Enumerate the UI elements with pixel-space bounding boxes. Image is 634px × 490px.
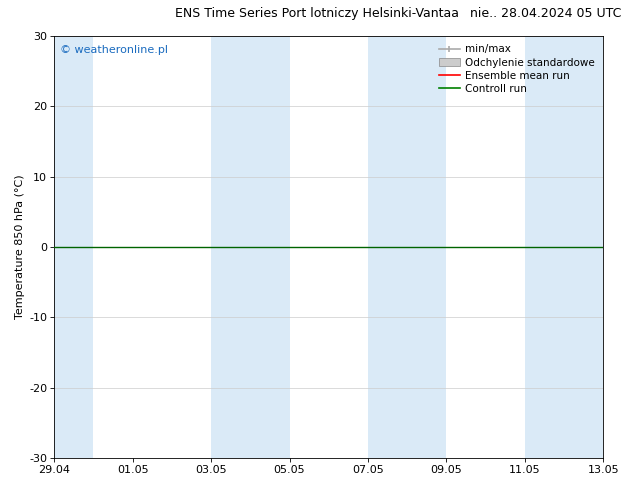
- Bar: [368, 36, 446, 458]
- Text: © weatheronline.pl: © weatheronline.pl: [60, 45, 168, 54]
- Bar: [525, 36, 603, 458]
- Text: ENS Time Series Port lotniczy Helsinki-Vantaa: ENS Time Series Port lotniczy Helsinki-V…: [175, 7, 459, 21]
- Bar: [55, 36, 93, 458]
- Y-axis label: Temperature 850 hPa (°C): Temperature 850 hPa (°C): [15, 175, 25, 319]
- Bar: [211, 36, 290, 458]
- Legend: min/max, Odchylenie standardowe, Ensemble mean run, Controll run: min/max, Odchylenie standardowe, Ensembl…: [436, 41, 598, 97]
- Text: nie.. 28.04.2024 05 UTC: nie.. 28.04.2024 05 UTC: [470, 7, 621, 21]
